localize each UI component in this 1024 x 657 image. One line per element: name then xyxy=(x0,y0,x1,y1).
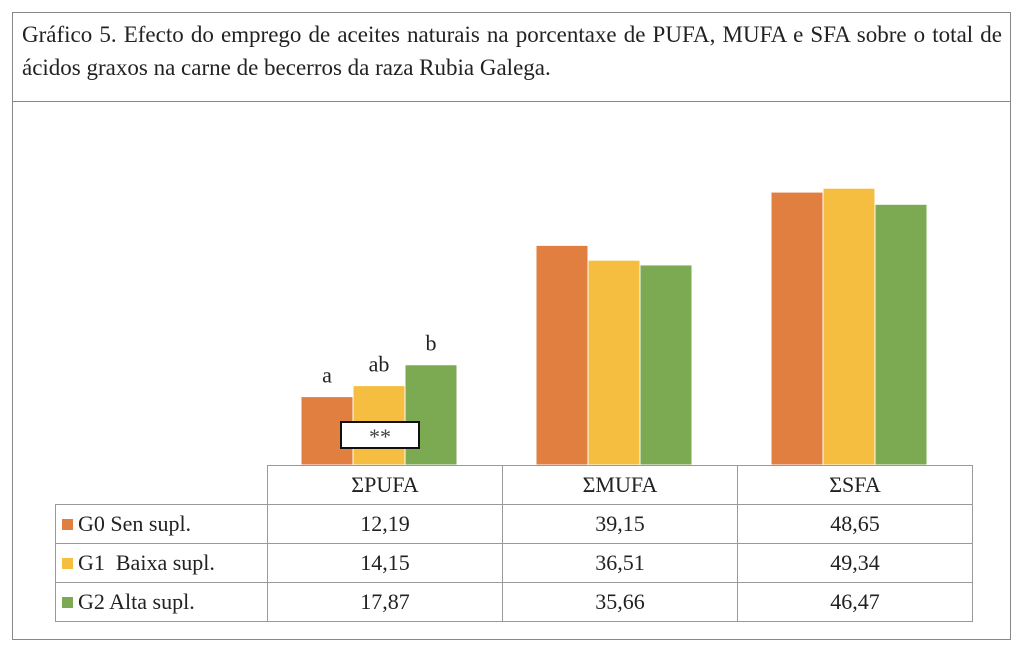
figure-frame xyxy=(12,12,1011,640)
table-cell: 36,51 xyxy=(502,543,738,583)
bar-1-1 xyxy=(587,259,641,466)
table-corner xyxy=(55,465,268,505)
significance-letter: ab xyxy=(369,352,390,377)
legend-swatch-g2 xyxy=(62,597,73,608)
bar-2-0 xyxy=(770,191,824,466)
table-row: G2 Alta supl. 17,87 35,66 46,47 xyxy=(55,582,973,622)
significance-mark: ** xyxy=(369,424,391,449)
legend-swatch-g0 xyxy=(62,519,73,530)
table-cell: 12,19 xyxy=(267,504,503,544)
bar-2-2 xyxy=(874,203,928,466)
column-header: ΣSFA xyxy=(737,465,973,505)
table-cell: 14,15 xyxy=(267,543,503,583)
table-cell: 39,15 xyxy=(502,504,738,544)
significance-letter: b xyxy=(426,331,437,356)
table-cell: 17,87 xyxy=(267,582,503,622)
legend-label: G1 Baixa supl. xyxy=(78,550,215,575)
table-header-row: ΣPUFA ΣMUFA ΣSFA xyxy=(55,465,973,505)
table-row: G1 Baixa supl. 14,15 36,51 49,34 xyxy=(55,543,973,583)
legend-label: G0 Sen supl. xyxy=(78,511,192,536)
bar-2-1 xyxy=(822,187,876,466)
significance-letter: a xyxy=(322,363,332,388)
table-row: G0 Sen supl. 12,19 39,15 48,65 xyxy=(55,504,973,544)
bar-0-2 xyxy=(404,364,458,466)
significance-box xyxy=(340,421,420,449)
bar-1-2 xyxy=(639,264,693,466)
legend-label: G2 Alta supl. xyxy=(78,589,195,614)
table-cell: 35,66 xyxy=(502,582,738,622)
table-cell: 46,47 xyxy=(737,582,973,622)
bar-1-0 xyxy=(535,244,589,466)
figure-title: Gráfico 5. Efecto do emprego de aceites … xyxy=(22,22,1002,80)
title-divider xyxy=(12,101,1011,102)
table-cell: 49,34 xyxy=(737,543,973,583)
legend-swatch-g1 xyxy=(62,558,73,569)
column-header: ΣPUFA xyxy=(267,465,503,505)
table-cell: 48,65 xyxy=(737,504,973,544)
column-header: ΣMUFA xyxy=(502,465,738,505)
data-table: ΣPUFA ΣMUFA ΣSFA G0 Sen supl. 12,19 39,1… xyxy=(55,465,973,622)
